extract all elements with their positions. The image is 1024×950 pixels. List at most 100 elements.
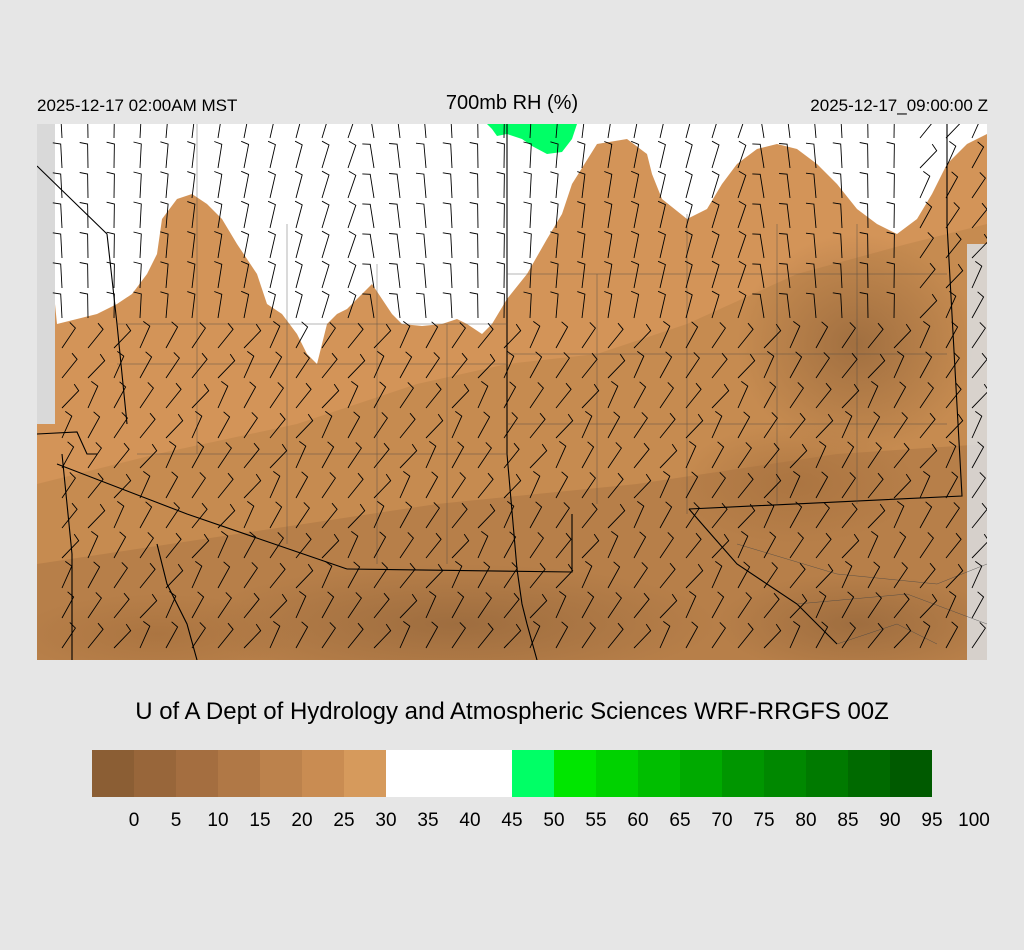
wind-barb — [867, 472, 884, 499]
wind-barb — [399, 412, 416, 439]
wind-barb — [139, 562, 156, 589]
wind-barb — [789, 501, 803, 529]
colorbar-tick-label: 70 — [711, 810, 733, 831]
wind-barb — [399, 621, 411, 649]
wind-barb — [294, 230, 303, 259]
wind-barb — [711, 352, 728, 379]
wind-barb — [389, 233, 401, 259]
wind-barb — [919, 124, 932, 139]
wind-barb — [607, 503, 626, 529]
wind-barb — [87, 124, 89, 139]
wind-barb — [399, 443, 418, 469]
wind-barb — [841, 441, 855, 469]
wind-barb — [684, 140, 693, 169]
wind-barb — [607, 322, 624, 349]
colorbar-tick-label: 15 — [249, 810, 271, 831]
wind-barb — [971, 322, 986, 349]
wind-barb — [187, 201, 196, 229]
wind-barb — [633, 442, 650, 469]
wind-barb — [113, 412, 128, 439]
wind-barb — [294, 140, 303, 169]
wind-barb — [87, 531, 99, 559]
wind-barb — [789, 562, 806, 589]
wind-barb — [752, 143, 765, 169]
wind-barb — [321, 140, 330, 169]
wind-barb — [604, 171, 613, 199]
wind-barb — [61, 502, 78, 529]
wind-barb — [362, 143, 375, 169]
wind-barb — [805, 262, 817, 289]
wind-barb — [87, 442, 102, 469]
wind-barb — [971, 202, 987, 229]
colorbar-segment — [722, 750, 764, 797]
wind-barb — [711, 561, 723, 589]
wind-barb — [133, 171, 142, 199]
wind-barb — [685, 621, 699, 649]
colorbar-tick-label: 80 — [795, 810, 817, 831]
wind-barb — [761, 124, 765, 139]
credit-line: U of A Dept of Hydrology and Atmospheric… — [135, 698, 889, 725]
wind-barb — [217, 531, 229, 559]
wind-barb — [269, 501, 283, 529]
wind-barb — [347, 200, 357, 229]
wind-barb — [415, 292, 427, 319]
wind-barb — [321, 472, 336, 499]
wind-barb — [79, 202, 89, 229]
wind-barb — [523, 141, 532, 169]
wind-barb — [214, 261, 223, 289]
wind-barb — [477, 472, 494, 499]
wind-barb — [971, 124, 979, 139]
wind-barb — [113, 351, 125, 379]
wind-barb — [737, 622, 754, 649]
wind-barb — [841, 622, 856, 649]
colorbar-segment — [344, 750, 386, 797]
wind-barb — [555, 563, 574, 589]
wind-barb — [529, 321, 541, 349]
wind-barb — [581, 502, 598, 529]
wind-barb — [832, 172, 843, 199]
wind-barb — [373, 562, 388, 589]
wind-barb — [295, 591, 307, 619]
wind-barb — [867, 124, 869, 139]
wind-barb — [604, 291, 613, 319]
wind-barb — [217, 592, 232, 619]
wind-barb — [919, 501, 933, 529]
wind-barb — [503, 442, 520, 469]
wind-barb — [347, 260, 357, 289]
wind-barb — [442, 202, 453, 229]
wind-barb — [503, 473, 522, 499]
wind-barb — [243, 124, 248, 139]
colorbar-tick-label: 10 — [207, 810, 229, 831]
wind-barb — [529, 351, 543, 379]
wind-barb — [347, 622, 364, 649]
wind-barb — [469, 292, 479, 319]
wind-barb — [61, 622, 76, 649]
wind-barb — [841, 472, 856, 499]
wind-barb — [397, 124, 401, 139]
wind-barb — [555, 532, 572, 559]
wind-barb — [425, 563, 444, 589]
wind-barb — [133, 141, 142, 169]
wind-barb — [295, 124, 301, 139]
wind-barb — [113, 501, 125, 529]
wind-barb — [737, 353, 756, 379]
wind-barb — [389, 143, 401, 169]
wind-barb — [399, 321, 411, 349]
wind-barb — [321, 260, 330, 289]
colorbar-tick-label: 95 — [921, 810, 943, 831]
wind-barb — [633, 124, 638, 139]
wind-barb — [139, 443, 158, 469]
wind-barb — [269, 471, 281, 499]
wind-barb — [840, 124, 843, 139]
wind-barb — [555, 502, 570, 529]
wind-barb — [805, 172, 817, 199]
wind-barb — [971, 172, 986, 199]
wind-barb — [241, 230, 250, 259]
wind-barb — [815, 413, 834, 439]
wind-barb — [139, 501, 153, 529]
wind-barb — [919, 171, 931, 199]
wind-barb — [529, 593, 548, 619]
wind-barb — [373, 323, 392, 349]
wind-barb — [362, 203, 375, 229]
wind-barb — [214, 291, 223, 319]
